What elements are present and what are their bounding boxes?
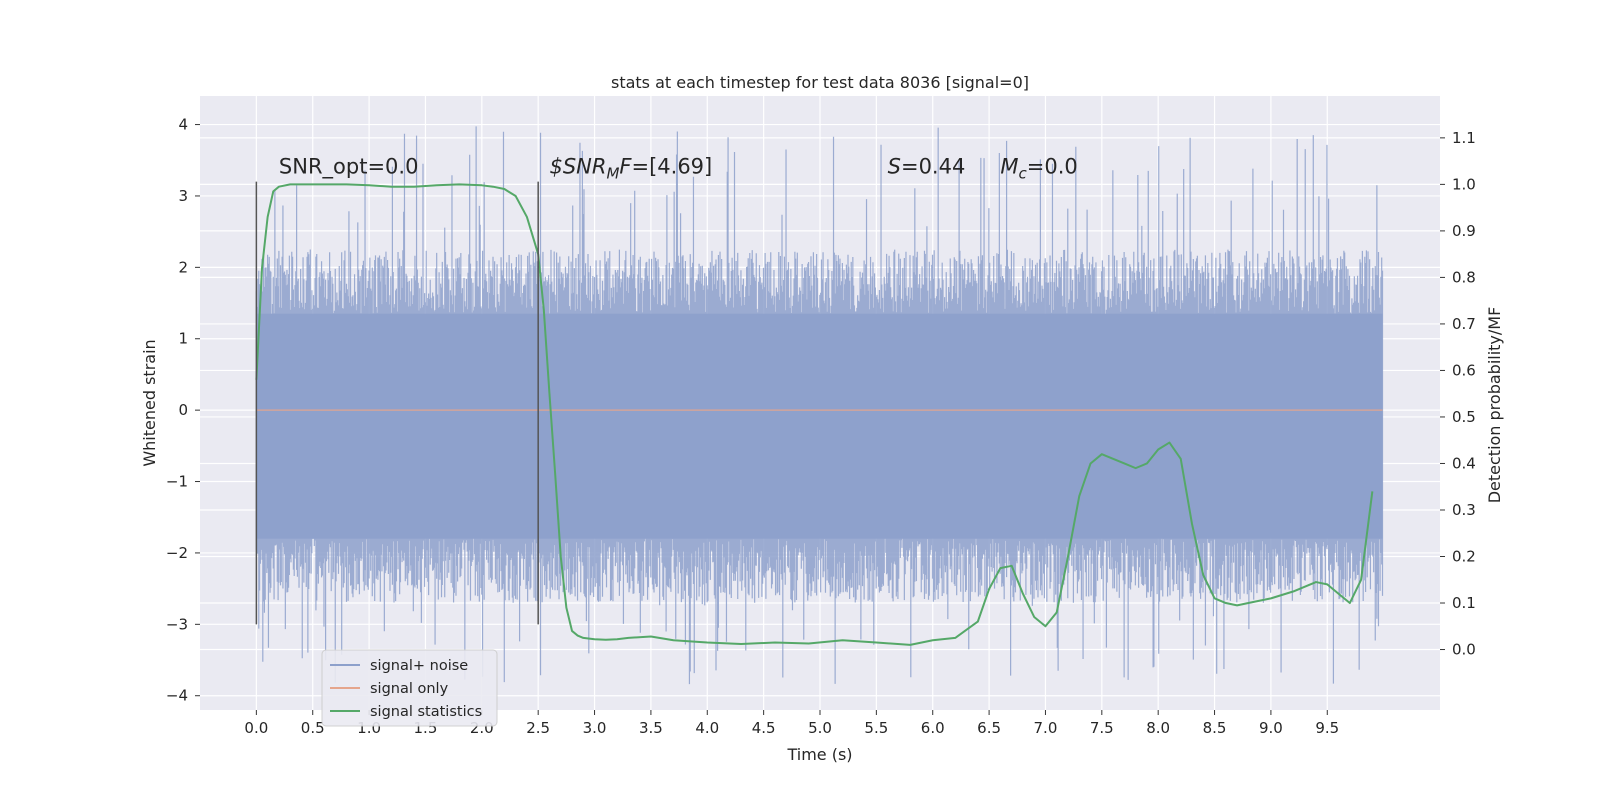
y2-tick-label: 0.6: [1452, 361, 1476, 379]
x-tick-label: 0.5: [301, 719, 325, 737]
x-tick-label: 3.5: [639, 719, 663, 737]
x-axis-title: Time (s): [786, 745, 852, 764]
mc-annotation: Mc=0.0: [1000, 155, 1077, 183]
y-tick-label: 4: [178, 116, 188, 134]
y2-tick-label: 1.1: [1452, 129, 1476, 147]
vertical-markers: [255, 181, 539, 625]
y-axis-title: Whitened strain: [140, 339, 159, 466]
x-tick-label: 3.0: [583, 719, 607, 737]
x-tick-label: 7.5: [1090, 719, 1114, 737]
y2-tick-label: 0.5: [1452, 408, 1476, 426]
signal-noise-core-band: [256, 313, 1383, 539]
snr-opt-annotation: SNR_opt=0.0: [279, 155, 419, 180]
x-tick-label: 9.0: [1259, 719, 1283, 737]
legend: signal+ noise signal only signal statistic…: [321, 649, 498, 727]
y-tick-label: 1: [178, 330, 188, 348]
y-tick-label: −1: [166, 473, 188, 491]
y-tick-label: 3: [178, 187, 188, 205]
y-tick-label: 0: [178, 401, 188, 419]
y2-tick-label: 0.7: [1452, 315, 1476, 333]
y2-tick-label: 0.1: [1452, 594, 1476, 612]
legend-box: [321, 649, 498, 727]
x-tick-label: 4.5: [752, 719, 776, 737]
legend-label: signal only: [370, 681, 449, 697]
y-tick-label: −2: [166, 544, 188, 562]
y2-tick-label: 0.2: [1452, 548, 1476, 566]
y2-tick-label: 0.8: [1452, 268, 1476, 286]
s-annotation: S=0.44: [888, 155, 966, 179]
y-tick-label: −4: [166, 687, 188, 705]
y2-tick-label: 0.0: [1452, 641, 1476, 659]
signal-statistics-line: [255, 183, 1374, 646]
data-layer: [255, 126, 1384, 685]
x-tick-label: 5.5: [864, 719, 888, 737]
legend-label: signal statistics: [370, 704, 482, 720]
annotations: SNR_opt=0.0 $SNRMF=[4.69] S=0.44 Mc=0.0: [279, 155, 1078, 183]
snr-mf-annotation: $SNRMF=[4.69]: [549, 155, 712, 183]
y2-tick-label: 0.9: [1452, 222, 1476, 240]
x-tick-label: 5.0: [808, 719, 832, 737]
y-tick-label: 2: [178, 258, 188, 276]
y-tick-label: −3: [166, 615, 188, 633]
x-tick-label: 0.0: [244, 719, 268, 737]
x-tick-label: 8.5: [1203, 719, 1227, 737]
y2-tick-label: 1.0: [1452, 175, 1476, 193]
x-tick-label: 2.5: [526, 719, 550, 737]
legend-label: signal+ noise: [370, 658, 468, 674]
x-tick-label: 8.0: [1146, 719, 1170, 737]
chart-title: stats at each timestep for test data 803…: [611, 73, 1029, 92]
x-tick-label: 7.0: [1034, 719, 1058, 737]
x-tick-label: 6.0: [921, 719, 945, 737]
y2-tick-label: 0.4: [1452, 454, 1476, 472]
y2-axis-title: Detection probability/MF: [1485, 307, 1504, 504]
x-tick-label: 9.5: [1315, 719, 1339, 737]
axes: 0.0 0.5 1.0 1.5 2.0 2.5 3.0 3.5 4.0 4.5 5.0 5.5 6.0 6…: [166, 116, 1476, 737]
x-tick-label: 6.5: [977, 719, 1001, 737]
x-tick-label: 4.0: [695, 719, 719, 737]
y2-tick-label: 0.3: [1452, 501, 1476, 519]
